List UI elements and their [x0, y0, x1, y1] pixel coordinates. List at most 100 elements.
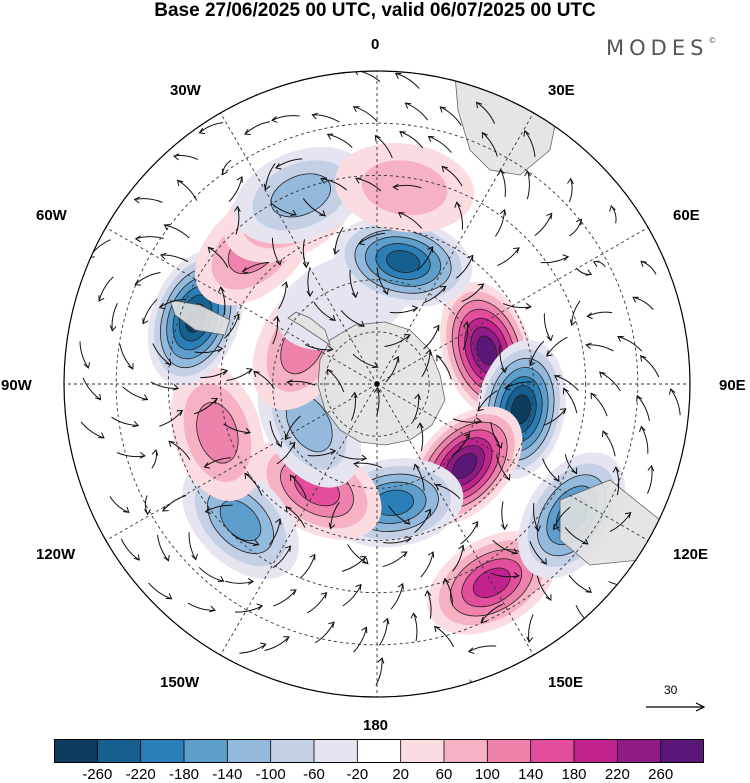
wind-arrow: [454, 201, 464, 230]
colorbar-swatch: [400, 739, 445, 763]
wind-arrow: [382, 551, 408, 568]
anomaly-contour: [476, 335, 498, 366]
wind-arrow: [439, 106, 462, 126]
wind-arrow: [543, 313, 554, 342]
wind-arrow: [159, 252, 189, 263]
wind-arrow: [436, 354, 452, 380]
wind-arrow: [326, 133, 353, 148]
wind-arrow: [375, 657, 385, 686]
colorbar-tick-label: -180: [168, 766, 200, 783]
wind-arrow: [82, 377, 102, 401]
lon-label-30e: 30E: [548, 82, 575, 99]
wind-arrow: [567, 177, 574, 203]
anomaly-contour: [196, 402, 239, 464]
wind-arrow: [187, 602, 216, 613]
anomaly-contour: [361, 160, 448, 216]
wind-arrow: [80, 421, 105, 439]
wind-arrow: [542, 458, 560, 482]
colorbar-swatch: [574, 739, 618, 763]
wind-arrow: [151, 449, 159, 469]
wind-arrow: [285, 506, 306, 528]
wind-arrow: [529, 340, 545, 367]
wind-arrow: [333, 226, 344, 255]
lon-label-150w: 150W: [160, 674, 200, 691]
wind-arrow: [203, 457, 231, 469]
wind-arrow: [306, 267, 314, 298]
brand-logo: MODES©: [606, 36, 716, 60]
wind-arrow: [640, 260, 657, 275]
wind-arrow: [299, 553, 316, 579]
wind-arrow: [244, 472, 263, 496]
wind-arrow: [441, 165, 463, 187]
wind-arrow: [529, 541, 547, 565]
wind-arrow: [311, 112, 340, 123]
wind-arrow: [306, 592, 328, 614]
wind-arrow: [273, 589, 297, 607]
wind-arrow: [390, 582, 404, 610]
wind-arrow: [389, 305, 419, 314]
colorbar-swatch: [97, 739, 142, 763]
wind-arrow: [490, 571, 520, 579]
wind-arrow: [269, 518, 282, 546]
colorbar-tick-label: -60: [303, 766, 325, 783]
wind-arrow: [133, 196, 163, 204]
colorbar-swatch: [617, 739, 662, 763]
wind-arrow: [338, 454, 368, 462]
wind-arrow: [163, 224, 190, 239]
wind-arrow: [404, 102, 429, 121]
wind-arrow: [413, 463, 425, 491]
wind-arrow: [385, 355, 400, 383]
wind-arrow: [383, 535, 412, 544]
wind-arrow: [496, 454, 511, 481]
wind-arrow: [193, 397, 218, 415]
meridian-line: [220, 383, 378, 656]
wind-arrow: [647, 464, 655, 494]
wind-arrow: [477, 390, 498, 412]
wind-vectors: [79, 71, 681, 686]
lon-label-60w: 60W: [36, 207, 67, 224]
wind-arrow: [109, 303, 118, 332]
wind-arrow: [601, 430, 616, 457]
wind-arrow: [495, 208, 507, 237]
wind-arrow: [272, 315, 280, 345]
wind-arrow: [434, 625, 455, 648]
wind-arrow: [233, 205, 241, 235]
wind-arrow: [636, 394, 650, 422]
colorbar-swatch: [444, 739, 488, 763]
wind-arrow: [609, 511, 632, 532]
wind-arrow: [274, 158, 303, 170]
wind-arrow: [148, 582, 173, 600]
wind-arrow: [490, 421, 503, 449]
wind-arrow: [442, 577, 453, 606]
wind-arrow: [269, 420, 283, 448]
wind-arrow: [116, 451, 146, 459]
wind-arrow: [232, 534, 260, 547]
wind-arrow: [328, 501, 340, 530]
vector-scale-arrow: [646, 702, 706, 712]
lon-label-120w: 120W: [36, 546, 76, 563]
colorbar-tick-label: -220: [125, 766, 156, 783]
wind-arrow: [286, 379, 316, 387]
wind-arrow: [609, 204, 617, 224]
wind-arrow: [420, 551, 435, 578]
wind-arrow: [553, 506, 571, 531]
wind-arrow: [162, 494, 187, 512]
wind-arrow: [264, 636, 290, 651]
antarctica-landmass: [317, 321, 446, 446]
colorbar: [54, 739, 704, 763]
wind-arrow: [392, 183, 422, 191]
wind-arrow: [144, 495, 151, 516]
wind-arrow: [374, 134, 393, 159]
wind-arrow: [314, 621, 335, 644]
wind-arrow: [592, 260, 606, 268]
wind-arrow: [304, 344, 334, 353]
wind-arrow: [253, 370, 275, 390]
colorbar-swatch: [184, 739, 228, 763]
wind-arrow: [456, 254, 474, 279]
wind-arrow: [414, 508, 432, 533]
wind-arrow: [423, 324, 440, 350]
wind-arrow: [134, 272, 161, 286]
wind-arrow: [225, 577, 255, 585]
wind-arrow: [536, 575, 552, 601]
